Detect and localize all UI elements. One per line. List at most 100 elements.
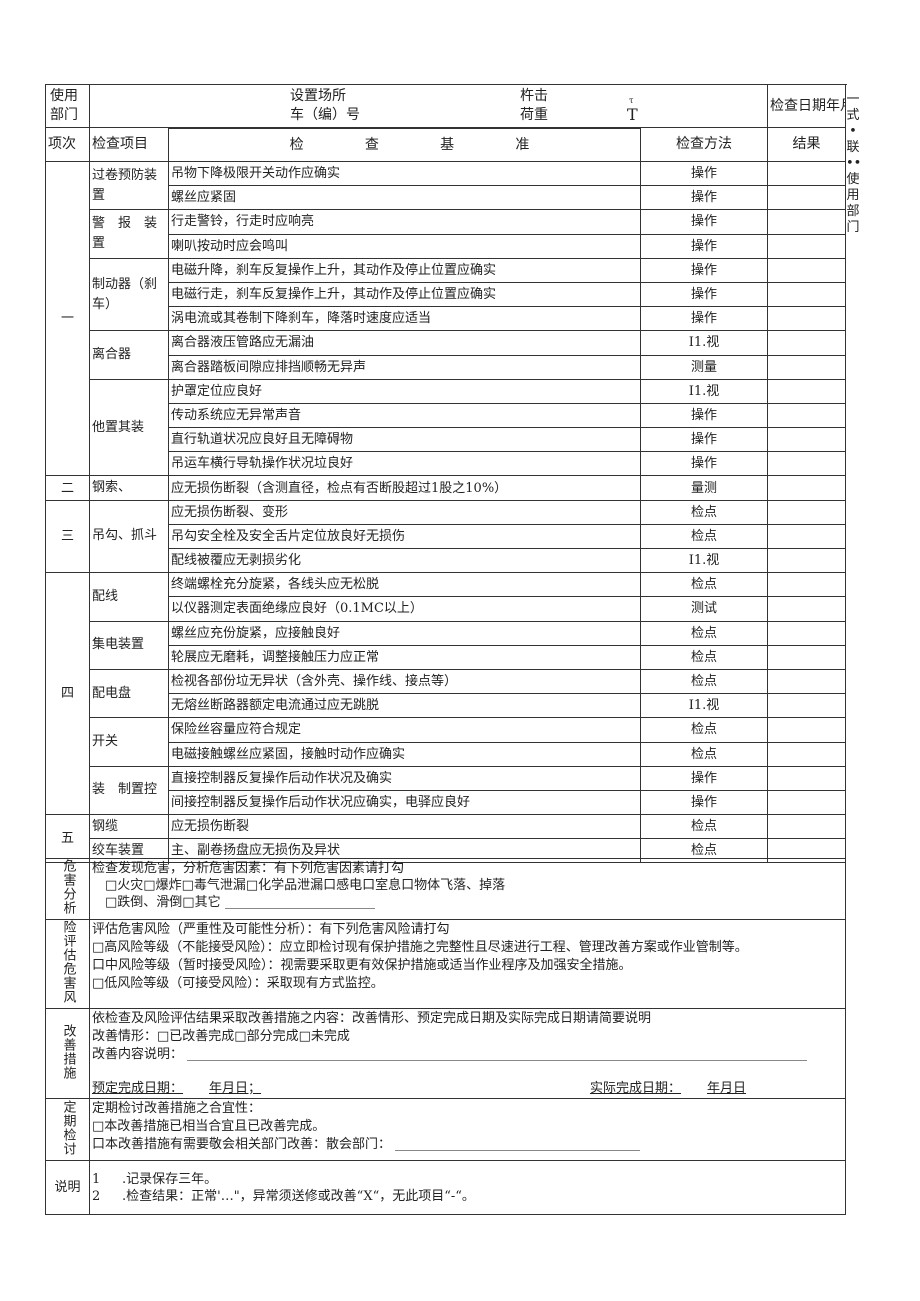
improve-status[interactable]: 改善情形：□已改善完成□部分完成□未完成: [92, 1029, 350, 1044]
note-text: .记录保存三年。: [122, 1171, 218, 1187]
criteria-cell: 轮展应无磨耗，调整接触压力应正常: [168, 644, 641, 670]
col-method: 检查方法: [639, 127, 769, 162]
result-cell[interactable]: [767, 789, 847, 816]
table-row: 绞车装置 主、副卷扬盘应无损伤及异状 检点: [46, 838, 847, 864]
actual-date-value[interactable]: 年月日: [707, 1081, 747, 1096]
result-cell[interactable]: [767, 547, 847, 574]
result-cell[interactable]: [767, 378, 847, 404]
criteria-cell: 传动系统应无异常声音: [168, 402, 641, 429]
criteria-cell: 间接控制器反复操作后动作状况应确实，电驿应良好: [168, 789, 641, 816]
result-cell[interactable]: [767, 306, 847, 332]
load-unit: T: [627, 105, 638, 124]
col-item: 检查项目: [89, 127, 169, 162]
notes-content: 1 .记录保存三年。 2 .检查结果：正常'…"，异常须送修或改善“X“，无此项目“…: [89, 1160, 846, 1215]
result-cell[interactable]: [767, 475, 847, 501]
table-row: 涡电流或其卷制下降刹车，降落时速度应适当 操作: [46, 306, 847, 332]
inspection-item: 钢缆: [89, 814, 169, 840]
inspection-date-label[interactable]: 检查日期年月日: [767, 84, 847, 128]
table-row: 二钢索、 应无损伤断裂（含测直径，检点有否断股超过1股之10%） 量测: [45, 475, 847, 501]
result-cell[interactable]: [767, 620, 847, 646]
criteria-cell: 配线被覆应无剥损劣化: [168, 547, 641, 574]
hazard-line[interactable]: □火灾□爆炸□毒气泄漏□化学品泄漏口感电口室息口物体飞落、掉落: [92, 878, 506, 893]
method-cell: 检点: [639, 717, 769, 743]
risk-medium[interactable]: 口中风险等级（暂时接受风险）：视需要采取更有效保护措施或适当作业程序及加强安全措…: [92, 958, 632, 973]
risk-high[interactable]: □高风险等级（不能接受风险）：应立即检讨现有保护措施之完整性且尽速进行工程、管理…: [92, 940, 748, 955]
actual-date-label: 实际完成日期：: [590, 1081, 682, 1096]
review-option[interactable]: 口本改善措施有需要敬会相关部门改善：散会部门：: [92, 1137, 392, 1152]
review-option[interactable]: □本改善措施已相当合宜且已改善完成。: [92, 1119, 326, 1134]
criteria-cell: 离合器液压管路应无漏油: [168, 330, 641, 356]
result-cell[interactable]: [767, 354, 847, 380]
result-cell[interactable]: [767, 209, 847, 235]
result-cell[interactable]: [767, 330, 847, 356]
header-fields[interactable]: 设置场所 车（编）号 杵击 荷重 τ T: [88, 84, 769, 128]
review-content[interactable]: 定期检讨改善措施之合宜性： □本改善措施已相当合宜且已改善完成。 口本改善措施有…: [89, 1098, 846, 1161]
result-cell[interactable]: [767, 814, 847, 840]
hazard-line[interactable]: □跌倒、滑倒□其它: [92, 895, 221, 910]
review-label: 定期检讨: [45, 1098, 90, 1161]
table-row: 间接控制器反复操作后动作状况应确实，电驿应良好 操作: [46, 789, 847, 816]
criteria-cell: 离合器踏板间隙应排挡顺畅无异声: [168, 354, 641, 380]
vehicle-number-label: 车（编）号: [290, 107, 360, 123]
criteria-cell: 电磁接触螺丝应紧固，接触时动作应确实: [168, 741, 641, 767]
load-unit-small: τ: [629, 96, 634, 105]
result-cell[interactable]: [767, 668, 847, 695]
improve-desc-blank[interactable]: [187, 1048, 808, 1061]
result-cell[interactable]: [767, 402, 847, 429]
table-row: 三吊勾、抓斗 应无损伤断裂、变形 检点: [45, 499, 847, 574]
result-cell[interactable]: [767, 717, 847, 743]
method-cell: 操作: [639, 209, 769, 235]
result-cell[interactable]: [767, 427, 847, 453]
criteria-char: 准: [515, 136, 530, 153]
inspection-item: 他置其装: [89, 378, 169, 477]
criteria-cell: 应无损伤断裂: [168, 814, 641, 840]
result-cell[interactable]: [767, 572, 847, 598]
criteria-char: 基: [440, 136, 455, 153]
result-cell[interactable]: [767, 185, 847, 211]
result-cell[interactable]: [767, 693, 847, 719]
group-number: 五: [45, 814, 90, 864]
improve-label: 改善措施: [45, 1008, 90, 1099]
criteria-cell: 吊物下降极限开关动作应确实: [168, 160, 641, 187]
result-cell[interactable]: [767, 765, 847, 791]
method-cell: 操作: [639, 257, 769, 283]
result-cell[interactable]: [767, 644, 847, 670]
risk-label: 险评估危害风: [45, 919, 90, 1009]
note-number: 1: [92, 1171, 101, 1187]
result-cell[interactable]: [767, 160, 847, 187]
criteria-cell: 涡电流或其卷制下降刹车，降落时速度应适当: [168, 306, 641, 332]
table-row: 轮展应无磨耗，调整接触压力应正常 检点: [46, 644, 847, 670]
result-cell[interactable]: [767, 281, 847, 308]
method-cell: 测量: [639, 354, 769, 380]
method-cell: 操作: [639, 185, 769, 211]
result-cell[interactable]: [767, 257, 847, 283]
method-cell: 量测: [639, 475, 769, 501]
improve-content[interactable]: 依检查及风险评估结果采取改善措施之内容：改善情形、预定完成日期及实际完成日期请简…: [89, 1008, 846, 1099]
result-cell[interactable]: [767, 451, 847, 477]
planned-date-value[interactable]: 年月日；: [209, 1081, 262, 1096]
table-row: 开关 保险丝容量应符合规定 检点: [46, 717, 847, 767]
result-cell[interactable]: [767, 596, 847, 622]
model-label: 杵击: [520, 88, 548, 104]
dept-blank[interactable]: [395, 1138, 641, 1151]
inspection-item: 警 报 装 置: [89, 209, 169, 259]
result-cell[interactable]: [767, 499, 847, 525]
method-cell: 检点: [639, 644, 769, 670]
method-cell: 检点: [639, 523, 769, 550]
other-hazard-blank[interactable]: [224, 896, 375, 909]
method-cell: 检点: [639, 814, 769, 840]
method-cell: 检点: [639, 572, 769, 598]
risk-content[interactable]: 评估危害风险（严重性及可能性分析）：有下列危害风险请打勾 □高风险等级（不能接受…: [89, 919, 846, 1009]
result-cell[interactable]: [767, 233, 847, 259]
hazard-content[interactable]: 检查发现危害，分析危害因素：有下列危害因素请打勾 □火灾□爆炸□毒气泄漏□化学品…: [89, 858, 846, 920]
result-cell[interactable]: [767, 741, 847, 767]
risk-low[interactable]: □低风险等级（可接受风险）：采取现有方式监控。: [92, 976, 384, 991]
method-cell: 操作: [639, 427, 769, 453]
result-cell[interactable]: [767, 523, 847, 550]
table-row: 五钢缆 应无损伤断裂 检点: [45, 814, 847, 864]
method-cell: 检点: [639, 499, 769, 525]
table-row: 电磁行走，刹车反复操作上升，其动作及停止位置应确实 操作: [46, 281, 847, 308]
criteria-cell: 喇叭按动时应会鸣叫: [168, 233, 641, 259]
criteria-cell: 螺丝应充份旋紧，应接触良好: [168, 620, 641, 646]
method-cell: 操作: [639, 160, 769, 187]
